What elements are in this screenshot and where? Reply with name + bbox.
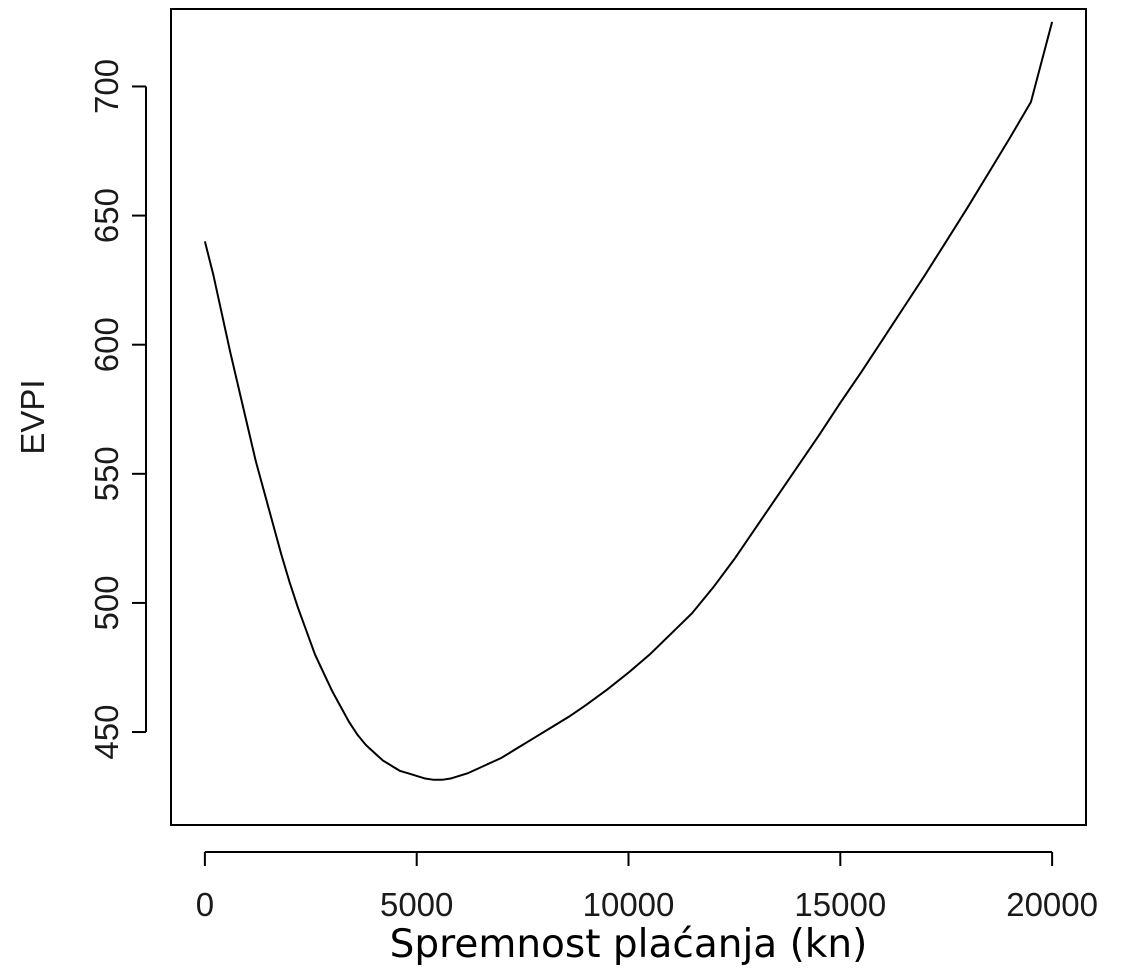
x-tick-label: 20000 [1006, 886, 1098, 923]
y-tick-label: 550 [88, 446, 125, 501]
x-axis-title: Spremnost plaćanja (kn) [390, 922, 868, 967]
y-tick-label: 700 [88, 59, 125, 114]
x-axis: 0 5000 10000 15000 20000 [196, 851, 1098, 923]
y-tick-label: 450 [88, 705, 125, 760]
x-tick-label: 10000 [583, 886, 675, 923]
y-tick-label: 600 [88, 317, 125, 372]
y-tick-label: 650 [88, 188, 125, 243]
y-axis-title: EVPI [14, 379, 51, 454]
y-tick-label: 500 [88, 575, 125, 630]
x-tick-label: 5000 [380, 886, 453, 923]
evpi-curve [203, 21, 1054, 781]
y-axis: 450 500 550 600 650 700 [88, 59, 147, 760]
x-tick-label: 0 [196, 886, 214, 923]
x-tick-label: 15000 [794, 886, 886, 923]
plot-frame [170, 8, 1087, 826]
